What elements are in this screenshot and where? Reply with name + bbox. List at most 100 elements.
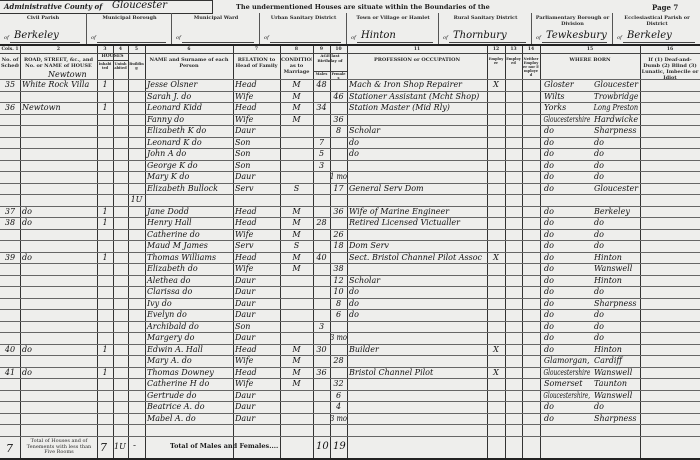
- person-name: [145, 194, 233, 206]
- building: [128, 332, 145, 344]
- building: [128, 275, 145, 287]
- birth-county: do: [544, 310, 554, 319]
- building: [128, 171, 145, 183]
- inhabited: 1: [102, 103, 108, 112]
- uninhabited: [113, 298, 128, 310]
- birth-county: do: [544, 206, 554, 216]
- age-female: [330, 137, 347, 149]
- occupation: [347, 171, 487, 183]
- relation: Serv: [235, 183, 254, 193]
- employed-mark: [505, 217, 522, 229]
- column-label: Neither Employer nor Employed: [523, 57, 539, 77]
- column-number: 4: [118, 47, 123, 52]
- occupation: [347, 424, 487, 436]
- column-label: Employed: [506, 57, 521, 65]
- marital-condition: [280, 413, 313, 425]
- row-line: [0, 332, 700, 333]
- infirmity: [640, 298, 700, 310]
- relation: Wife: [235, 114, 254, 124]
- relation: Wife: [235, 264, 254, 273]
- person-name: George K do: [147, 160, 198, 170]
- employed-mark: [505, 321, 522, 333]
- age-male: 36: [316, 367, 327, 377]
- employed-mark: [505, 240, 522, 252]
- address: [20, 275, 97, 287]
- occupation: [347, 194, 487, 206]
- own-account-mark: [522, 275, 540, 287]
- row-line: [0, 90, 700, 92]
- census-row: Elizabeth Bullock Serv S 17 General Serv Dom…: [0, 183, 700, 195]
- age-male: 34: [316, 103, 327, 112]
- birth-county: do: [544, 137, 554, 147]
- district-field: Municipal Ward of: [171, 13, 260, 44]
- column-number: 3: [103, 47, 107, 52]
- age-male: [313, 206, 330, 218]
- district-field: Parliamentary Borough or Division of Tewke…: [531, 13, 613, 44]
- relation: Daur: [235, 333, 256, 342]
- census-row: 36 Newtown 1 Leonard Kidd Head M 34 Station Mas…: [0, 102, 700, 114]
- inhabited: [97, 332, 113, 344]
- marital-condition: M: [292, 379, 301, 388]
- census-row: [0, 424, 700, 436]
- schedule-number: [0, 355, 20, 367]
- birth-county: Gloucestershire: [543, 114, 591, 124]
- census-row: Mary A. do Wife M 28 Glamorgan, Cardiff: [0, 355, 700, 367]
- employer-mark: X: [493, 252, 499, 262]
- own-account-mark: [522, 355, 540, 367]
- age-female: [330, 424, 347, 436]
- infirmity: [640, 275, 700, 287]
- occupation: do: [349, 137, 359, 147]
- marital-condition: M: [292, 229, 301, 239]
- employer-mark: [487, 275, 505, 287]
- own-account-mark: [522, 424, 540, 436]
- building: [128, 344, 145, 356]
- employed-mark: [505, 194, 522, 206]
- employer-mark: [487, 217, 505, 229]
- schedule-number: [0, 309, 20, 321]
- column-label: Building: [129, 62, 144, 70]
- column-label: ROAD, STREET, &c., and No. or NAME of HO…: [24, 57, 93, 69]
- building: [128, 206, 145, 218]
- uninhabited: [113, 183, 128, 195]
- total-schedules: 7: [6, 442, 13, 455]
- census-row: 39 do 1 Thomas Williams Head M 40 Sect. Bristol…: [0, 252, 700, 264]
- census-row: 35 White Rock Villa 1 Jesse Olsner Head M 48 Ma…: [0, 79, 700, 91]
- inhabited: 1: [102, 206, 108, 216]
- houses-subheader-line: [97, 60, 128, 61]
- district-underline: [623, 42, 695, 43]
- address: [20, 240, 97, 252]
- totals-row: 7 Total of Houses and of Tenements with …: [0, 436, 700, 458]
- schedule-number: [0, 424, 20, 436]
- address: [20, 424, 97, 436]
- census-row: Sarah J. do Wife M 46 Stationer Assistant (M…: [0, 91, 700, 103]
- column-number: 8: [294, 47, 299, 52]
- age-male: [313, 171, 330, 183]
- person-name: Maud M James: [147, 241, 208, 250]
- birth-county: do: [544, 333, 554, 342]
- infirmity: [640, 263, 700, 275]
- infirmity: [640, 229, 700, 241]
- building: [128, 309, 145, 321]
- employer-mark: [487, 321, 505, 333]
- employer-mark: [487, 401, 505, 413]
- occupation: Stationer Assistant (Mcht Shop): [349, 91, 480, 101]
- own-account-mark: [522, 79, 540, 91]
- birth-place: do: [594, 241, 604, 250]
- employed-mark: [505, 137, 522, 149]
- occupation: General Serv Dom: [349, 183, 424, 193]
- inhabited: [97, 125, 113, 137]
- uninhabited: [113, 344, 128, 356]
- inhabited: [97, 424, 113, 436]
- marital-condition: M: [292, 80, 301, 89]
- building: [128, 355, 145, 367]
- age-female: [330, 79, 347, 91]
- row-line: [0, 309, 700, 310]
- person-name: Clarissa do: [147, 287, 193, 296]
- address: [20, 125, 97, 137]
- employer-mark: [487, 229, 505, 241]
- row-line: [0, 251, 700, 253]
- uninhabited: [113, 401, 128, 413]
- occupation: do: [349, 298, 359, 308]
- row-line: [0, 136, 700, 138]
